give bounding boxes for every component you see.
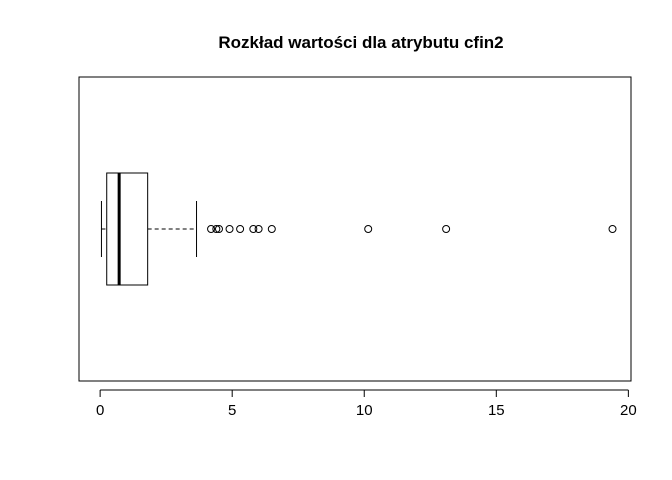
plot-frame — [78, 76, 632, 382]
outlier-point — [207, 225, 216, 233]
outlier-point — [225, 225, 234, 233]
x-axis-tick-label: 5 — [228, 402, 236, 419]
boxplot-series — [100, 172, 198, 286]
outlier-series — [207, 225, 617, 233]
x-axis: 0 5 10 15 20 — [96, 389, 637, 419]
x-axis-tick-label: 15 — [488, 402, 505, 419]
outlier-point — [212, 225, 221, 233]
outlier-point — [249, 225, 258, 233]
outlier-point — [214, 225, 223, 233]
outlier-point — [254, 225, 263, 233]
outlier-point — [442, 225, 451, 233]
x-axis-tick-label: 10 — [356, 402, 373, 419]
outlier-point — [608, 225, 617, 233]
interquartile-box — [106, 172, 149, 286]
outlier-point — [267, 225, 276, 233]
x-axis-tick-label: 0 — [96, 402, 104, 419]
x-axis-tick-label: 20 — [620, 402, 637, 419]
chart-title: Rozkład wartości dla atrybutu cfin2 — [218, 33, 503, 52]
outlier-point — [236, 225, 245, 233]
outlier-point — [364, 225, 373, 233]
